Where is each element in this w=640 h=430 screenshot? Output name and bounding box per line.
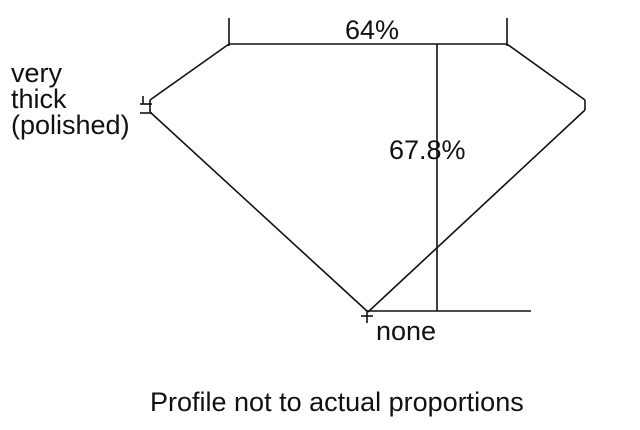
girdle-label-line1: very [11,58,63,88]
table-percent-label: 64% [344,15,401,45]
proportions-note: Profile not to actual proportions [150,387,524,417]
crown-left [149,43,230,101]
pavilion-left [149,111,369,313]
girdle-label-line2: thick [11,84,67,114]
pavilion-right [367,109,586,313]
depth-percent-label: 67.8% [389,135,466,165]
girdle-label-line3: (polished) [11,110,130,140]
culet-label: none [376,316,437,346]
crown-right [506,43,586,101]
